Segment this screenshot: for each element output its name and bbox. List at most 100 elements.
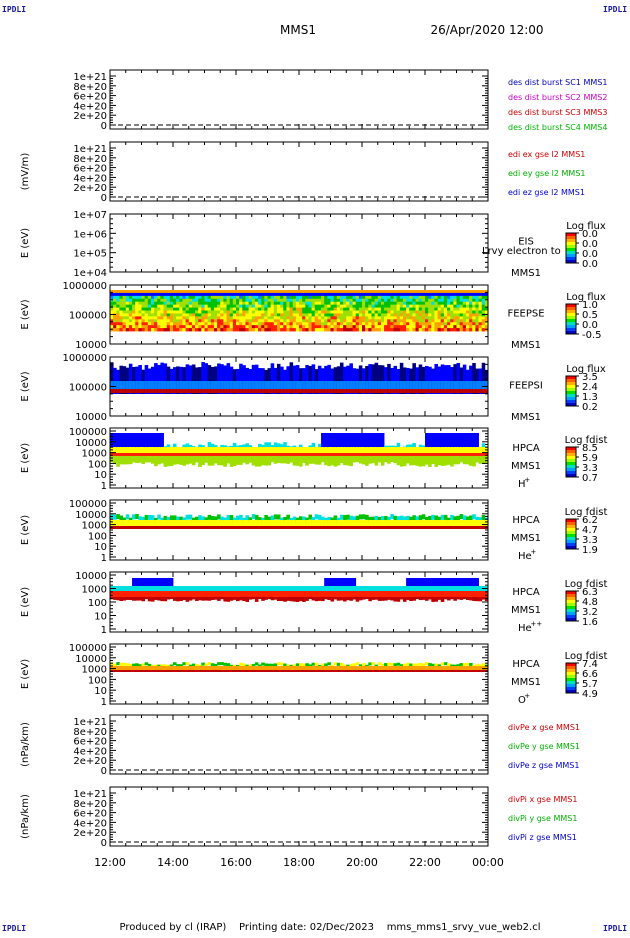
panel-frame <box>110 214 488 272</box>
y-axis-label: (nPa/km) <box>20 722 31 767</box>
legend-entry: des dist burst SC4 MMS4 <box>508 123 607 132</box>
spectrogram-data <box>110 290 488 331</box>
y-tick-label: 10000 <box>75 340 107 351</box>
y-tick-label: 1 <box>101 553 107 564</box>
legend-entry: des dist burst SC1 MMS1 <box>508 78 607 87</box>
panel-frame <box>110 715 488 774</box>
legend-entry: divPe z gse MMS1 <box>508 761 579 770</box>
instrument-name: HPCA <box>512 443 540 454</box>
spacecraft-name: MMS1 <box>511 412 541 423</box>
y-tick-label: 0 <box>101 193 107 204</box>
plot-title: MMS1 <box>280 23 316 37</box>
x-tick-label: 16:00 <box>220 856 252 869</box>
legend-entry: des dist burst SC3 MMS3 <box>508 108 607 117</box>
spacecraft-name: MMS1 <box>511 605 541 616</box>
y-axis-label: E (eV) <box>20 228 31 258</box>
spectrogram-data <box>110 362 488 394</box>
corner-label-bottom-right: IPDLI <box>603 924 627 933</box>
y-tick-label: 0 <box>101 121 107 132</box>
y-tick-label: 1000000 <box>62 281 107 292</box>
y-tick-label: 100000 <box>69 383 107 394</box>
instrument-label: FEEPSI MMS1 <box>509 380 543 423</box>
spacecraft-name: MMS1 <box>511 533 541 544</box>
colorbar-tick-label: -0.5 <box>582 330 602 341</box>
y-tick-label: 1000 <box>82 665 107 676</box>
corner-label-top-left: IPDLI <box>2 5 26 14</box>
y-tick-label: 10 <box>94 612 107 623</box>
species-charge: + <box>530 548 536 556</box>
spectrogram-data <box>110 578 488 602</box>
y-tick-label: 100000 <box>69 499 107 510</box>
y-axis-label: E (eV) <box>20 299 31 329</box>
panel-frame <box>110 787 488 846</box>
instrument-name: FEEPSI <box>509 380 543 391</box>
x-tick-label: 20:00 <box>346 856 378 869</box>
instrument-name: HPCA <box>512 587 540 598</box>
legend: des dist burst SC1 MMS1 des dist burst SC… <box>508 78 607 132</box>
y-tick-label: 0 <box>101 766 107 777</box>
y-tick-label: 100000 <box>69 427 107 438</box>
y-tick-label: 10000 <box>75 438 107 449</box>
colorbar-tick-label: 0.7 <box>582 473 598 484</box>
y-tick-label: 10000 <box>75 654 107 665</box>
y-tick-label: 1 <box>101 697 107 708</box>
y-tick-label: 1e+04 <box>73 268 107 279</box>
panel-frame <box>110 500 488 560</box>
species-charge: + <box>524 476 530 484</box>
colorbar-tick-label: 0.2 <box>582 402 598 413</box>
y-tick-label: 1 <box>101 481 107 492</box>
corner-label-top-right: IPDLI <box>603 5 627 14</box>
colorbar-tick-label: 1.6 <box>582 617 598 628</box>
x-tick-label: 14:00 <box>157 856 189 869</box>
panel-frame <box>110 70 488 129</box>
y-tick-label: 10000 <box>75 510 107 521</box>
panel-frame <box>110 142 488 201</box>
corner-label-bottom-left: IPDLI <box>2 924 26 933</box>
colorbar-tick-label: 1.9 <box>582 545 598 556</box>
instrument-name: HPCA <box>512 659 540 670</box>
legend-entry: divPe y gse MMS1 <box>508 742 580 751</box>
y-tick-label: 0 <box>101 838 107 849</box>
y-tick-label: 100 <box>88 459 107 470</box>
legend-entry: divPi y gse MMS1 <box>508 814 577 823</box>
y-tick-label: 10000 <box>75 412 107 423</box>
footer-text: Produced by cl (IRAP) Printing date: 02/… <box>119 922 540 933</box>
y-tick-label: 100 <box>88 675 107 686</box>
legend-entry: edi ez gse l2 MMS1 <box>508 188 585 197</box>
instrument-name: HPCA <box>512 515 540 526</box>
y-axis-label: E (eV) <box>20 587 31 617</box>
legend-entry: edi ex gse l2 MMS1 <box>508 150 585 159</box>
spacecraft-name: MMS1 <box>511 677 541 688</box>
legend-entry: divPe x gse MMS1 <box>508 723 580 732</box>
y-axis-label: E (eV) <box>20 515 31 545</box>
y-axis-label: (nPa/km) <box>20 794 31 839</box>
y-tick-label: 100000 <box>69 311 107 322</box>
y-axis-label: (mV/m) <box>20 153 31 191</box>
y-tick-label: 10 <box>94 542 107 553</box>
legend-entry: divPi z gse MMS1 <box>508 833 577 842</box>
